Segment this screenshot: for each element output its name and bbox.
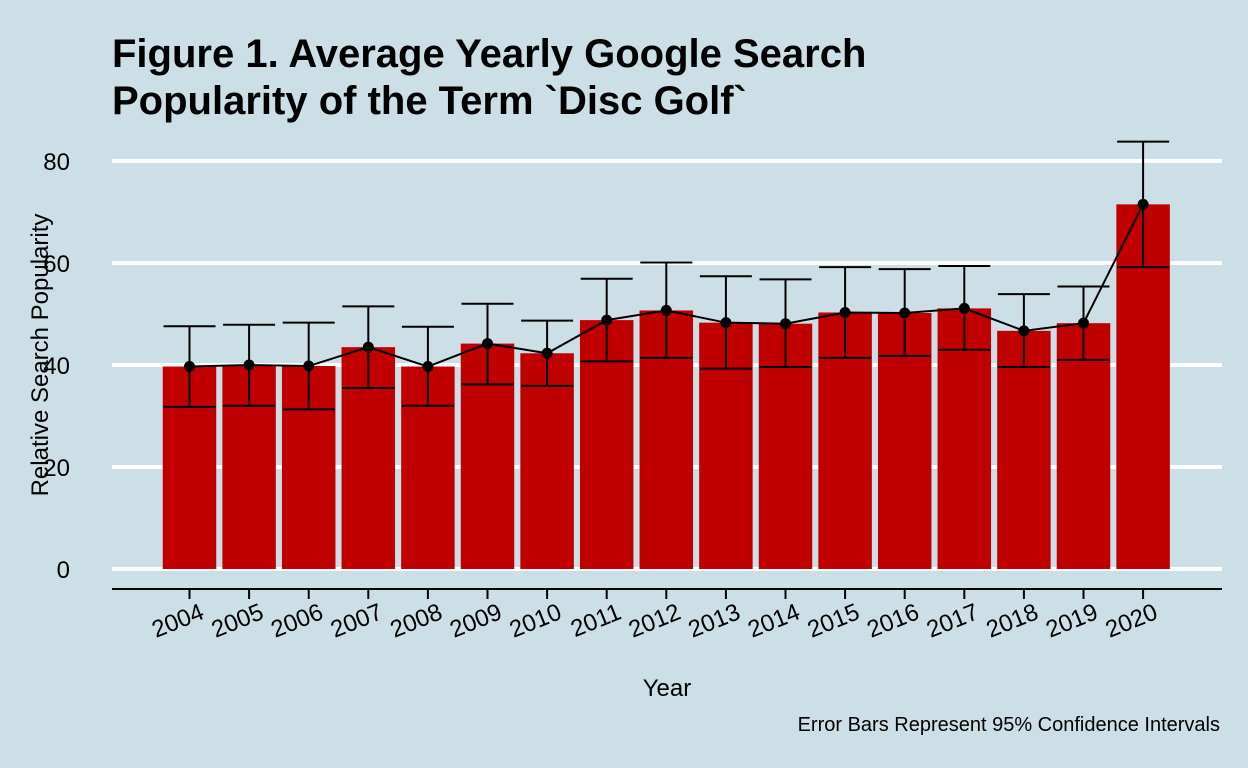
data-point (1078, 317, 1089, 329)
data-point (541, 347, 553, 359)
y-tick-label: 80 (43, 149, 70, 176)
data-point (422, 361, 434, 373)
x-tick-label: 2017 (923, 599, 983, 644)
x-tick-label: 2020 (1102, 599, 1162, 644)
data-point (660, 304, 672, 316)
data-point (780, 318, 791, 330)
data-point (899, 307, 911, 319)
data-point (482, 338, 493, 350)
x-tick-label: 2012 (625, 599, 685, 644)
y-axis-label: Relative Search Popularity (27, 214, 54, 497)
bars (162, 204, 1170, 569)
data-point (1018, 325, 1030, 337)
data-point (362, 341, 374, 353)
y-tick-label: 20 (43, 455, 70, 482)
data-point (303, 360, 315, 372)
x-tick-label: 2014 (744, 599, 804, 644)
x-tick-label: 2004 (148, 599, 208, 644)
trend-line-group (184, 198, 1149, 373)
bar (1056, 323, 1111, 569)
y-tick-label: 40 (43, 353, 70, 380)
data-point (243, 359, 255, 371)
x-axis-label: Year (643, 675, 692, 702)
bar (937, 308, 992, 569)
x-tick-label: 2015 (804, 599, 864, 644)
data-point (601, 314, 613, 326)
y-tick-label: 0 (57, 557, 70, 584)
x-tick-label: 2006 (267, 599, 327, 644)
x-tick-label: 2019 (1042, 599, 1102, 644)
data-point (184, 361, 195, 373)
x-tick-label: 2018 (983, 599, 1043, 644)
y-tick-label: 60 (43, 251, 70, 278)
y-axis-ticks: 0 20 40 60 80 (43, 149, 70, 584)
x-tick-label: 2009 (446, 599, 506, 644)
bar (997, 330, 1051, 569)
chart-caption: Error Bars Represent 95% Confidence Inte… (798, 714, 1220, 736)
x-axis-ticks: 2004 2005 2006 2007 2008 2009 2010 2011 2012 2013… (148, 599, 1161, 644)
bar (520, 353, 574, 569)
x-axis (112, 588, 1222, 599)
data-point (958, 302, 970, 314)
x-tick-label: 2013 (685, 599, 745, 644)
x-tick-label: 2010 (506, 599, 566, 644)
data-point (839, 306, 851, 318)
chart-title-line-2: Popularity of the Term `Disc Golf` (112, 79, 747, 123)
x-tick-label: 2016 (863, 599, 923, 644)
x-tick-label: 2011 (567, 599, 625, 643)
x-tick-label: 2005 (208, 599, 268, 644)
data-point (1137, 198, 1149, 210)
chart-title-line-1: Figure 1. Average Yearly Google Search (112, 32, 866, 76)
x-tick-label: 2007 (327, 599, 387, 644)
x-tick-label: 2008 (387, 599, 447, 644)
data-point (720, 317, 732, 329)
